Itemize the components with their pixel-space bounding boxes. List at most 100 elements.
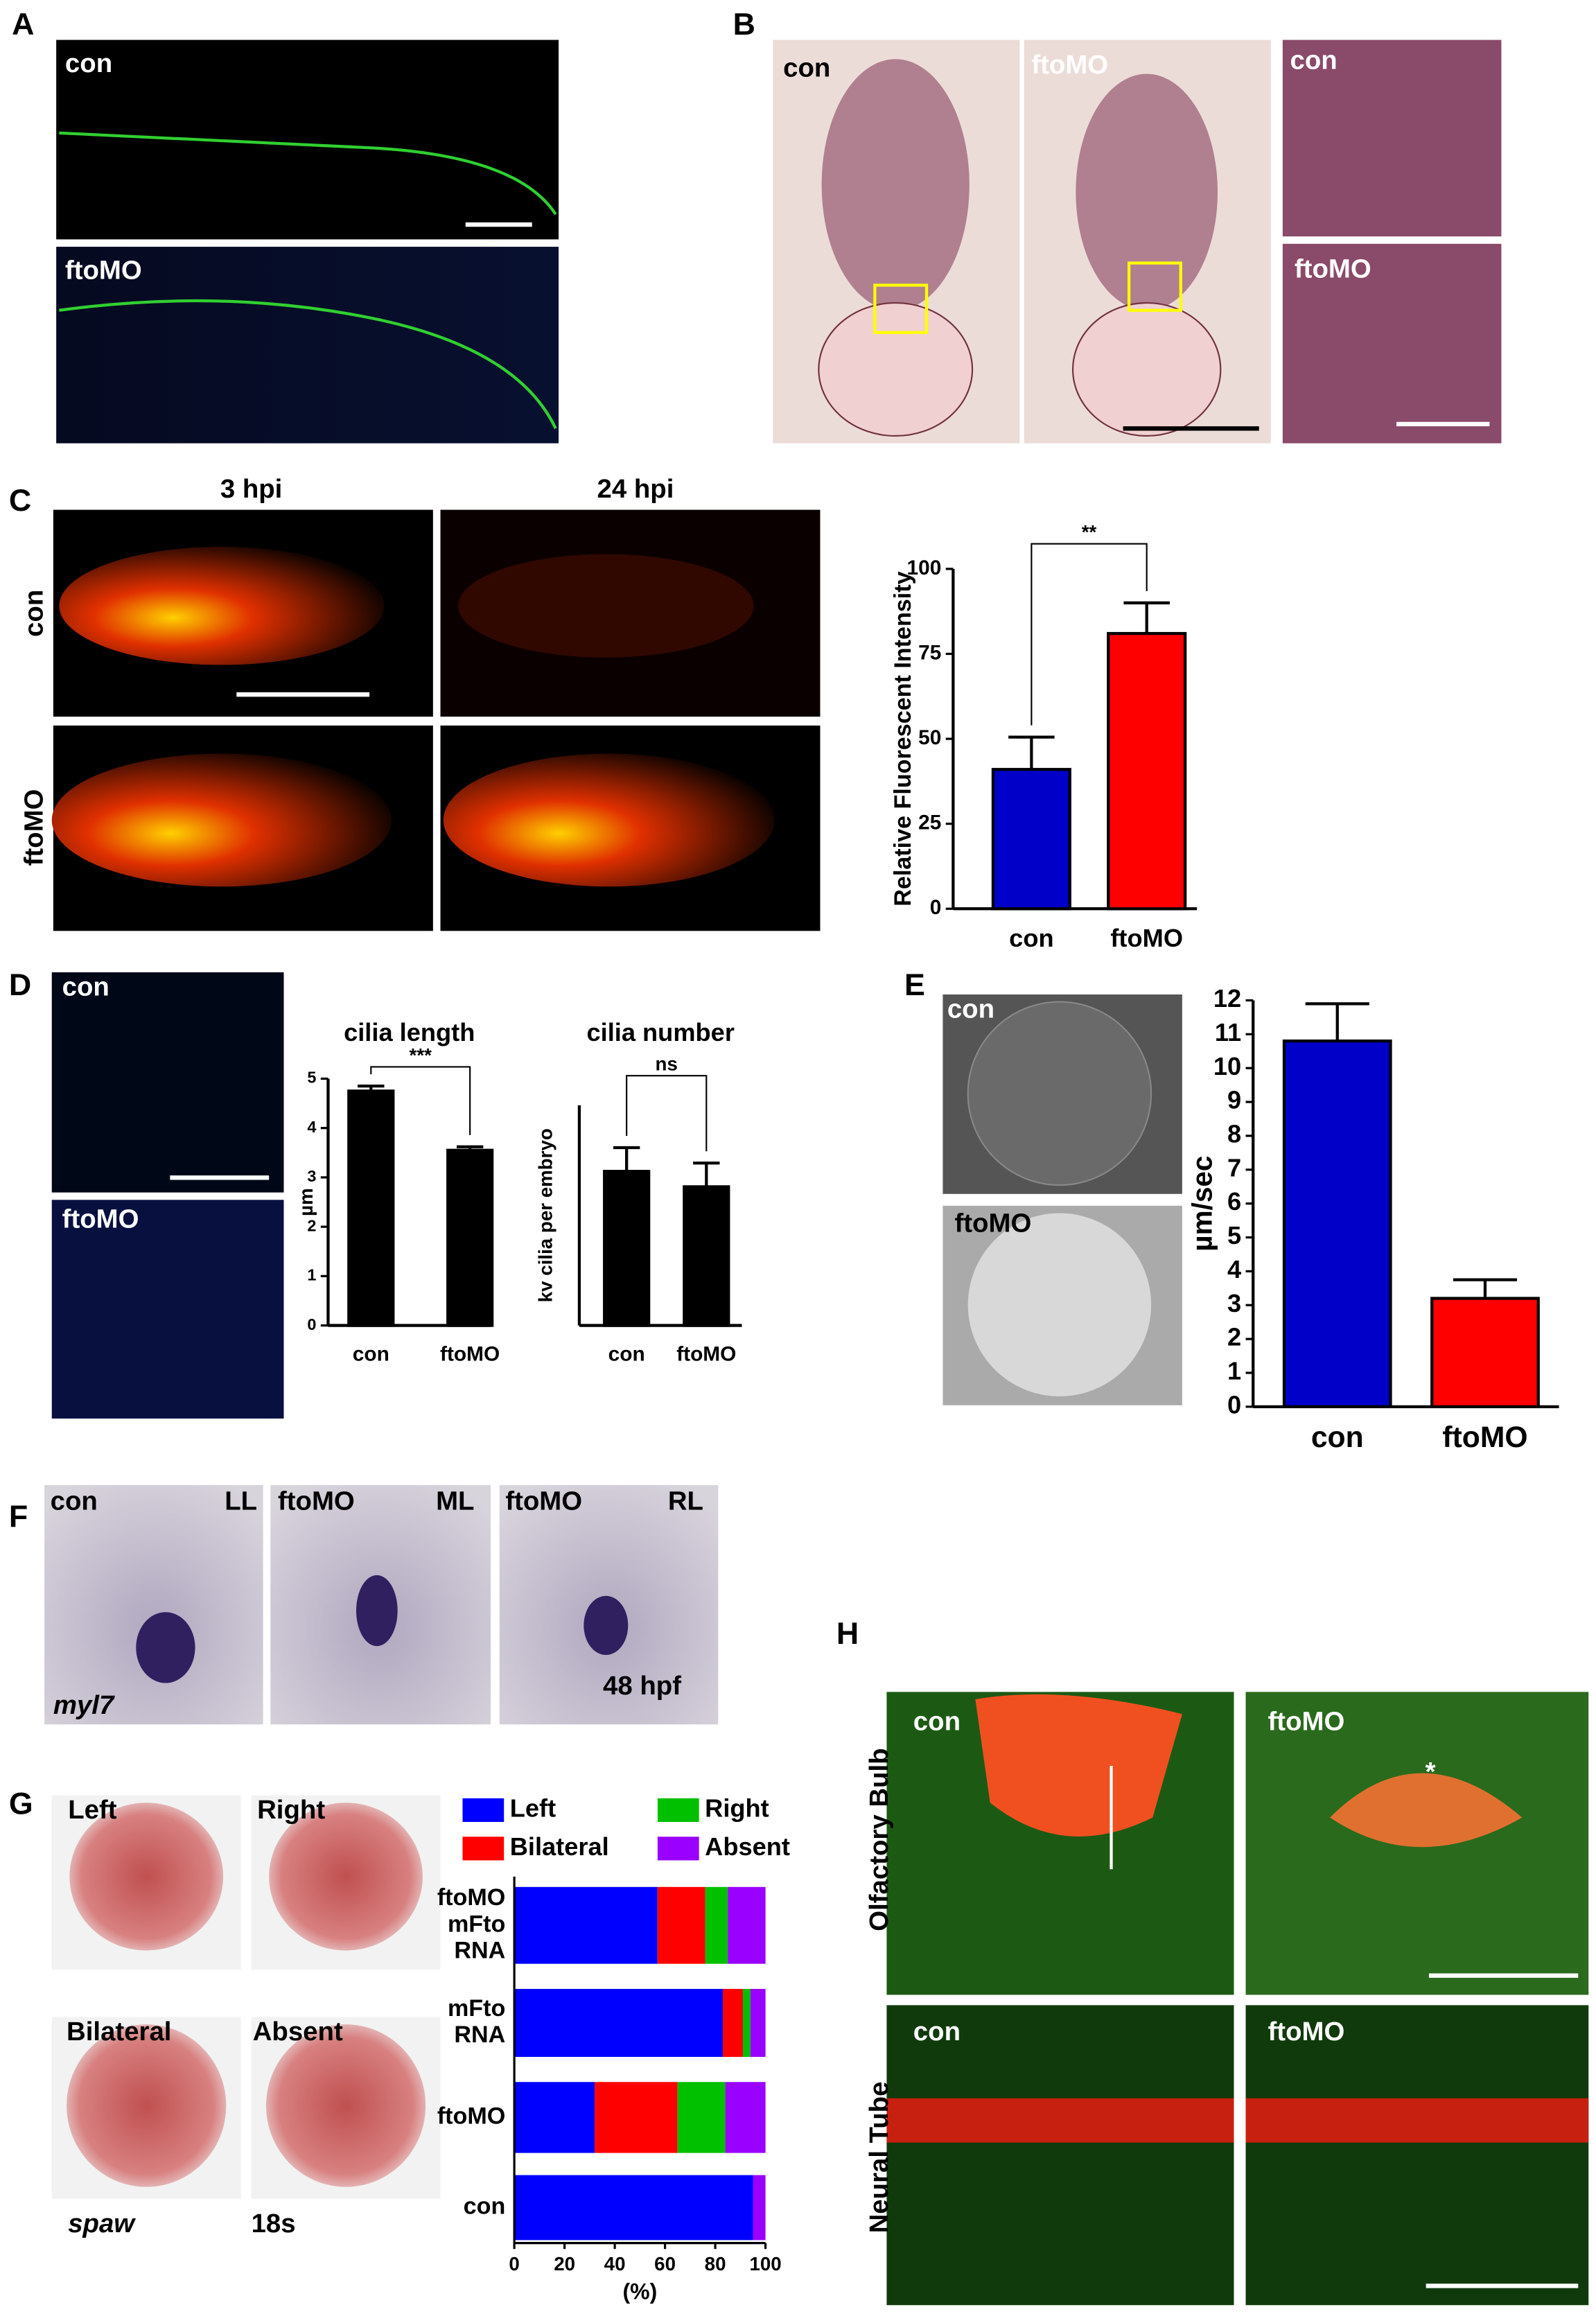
image-label: ftoMO: [62, 1204, 139, 1234]
image: [1282, 40, 1502, 237]
image-detail: [1245, 2098, 1589, 2143]
bar-segment: [753, 2175, 766, 2241]
image: [51, 1200, 284, 1419]
image-label: ML: [436, 1487, 474, 1516]
image-detail: [458, 554, 754, 658]
image-label: Absent: [253, 2017, 343, 2046]
image-label: Right: [257, 1795, 325, 1825]
row-label: ftoMO: [19, 789, 49, 866]
y-tick-label: 4: [307, 1118, 316, 1136]
bar: [347, 1089, 395, 1327]
image-detail: [51, 753, 392, 887]
legend-label: Absent: [705, 1832, 790, 1861]
legend-swatch: [462, 1798, 505, 1822]
x-tick-label: 100: [749, 2253, 781, 2274]
x-tick-label: con: [1311, 1421, 1364, 1454]
image-detail: [967, 1001, 1152, 1186]
panel-label: E: [904, 967, 925, 1002]
image-detail: [59, 546, 385, 665]
y-tick-label: 11: [1215, 1018, 1241, 1046]
x-tick-label: 60: [654, 2253, 676, 2274]
y-tick-label: con: [464, 2193, 506, 2219]
y-axis-label: µm: [295, 1188, 317, 1216]
bar-segment: [514, 2175, 753, 2241]
bar: [1282, 1039, 1392, 1408]
y-tick-label: RNA: [454, 1938, 505, 1964]
significance-label: ***: [410, 1044, 432, 1066]
y-tick-label: 8: [1227, 1120, 1241, 1148]
inset-box: [873, 283, 929, 334]
image-text: con ftoMO con ftoMO con ftoMO 3 hpi 24 h…: [19, 46, 1435, 2239]
image-label: LL: [225, 1487, 257, 1516]
image-label: 18s: [252, 2209, 296, 2238]
image: [51, 972, 284, 1193]
bar-segment: [722, 1988, 743, 2057]
y-tick-label: 1: [307, 1266, 316, 1284]
legend-label: Bilateral: [510, 1832, 609, 1861]
image-detail: [265, 2024, 426, 2187]
y-tick-label: 2: [307, 1216, 316, 1234]
image-label: ftoMO: [1268, 1706, 1345, 1736]
bar-segment: [595, 2082, 678, 2153]
y-tick-label: 50: [918, 726, 941, 749]
row-label: Neural Tube: [864, 2082, 894, 2234]
image-label: Left: [68, 1795, 117, 1825]
image-label: ftoMO: [1268, 2017, 1345, 2046]
significance-bracket: [626, 1075, 708, 1152]
image-detail: [818, 302, 974, 437]
y-tick-label: mFto: [448, 1911, 505, 1937]
x-tick-label: 20: [554, 2253, 575, 2274]
panel-label: C: [9, 483, 31, 518]
x-tick-label: ftoMO: [440, 1343, 500, 1366]
image-detail: [136, 1612, 195, 1683]
bar-segment: [514, 2082, 595, 2153]
image-label: con: [947, 994, 994, 1024]
image: [886, 2005, 1234, 2306]
image-detail: [1076, 73, 1218, 310]
image-label: con: [62, 972, 109, 1002]
y-tick-label: mFto: [448, 1995, 505, 2022]
significance-label: **: [1082, 521, 1097, 543]
y-axis-label: kv cilia per embryo: [534, 1128, 556, 1302]
row-label: Olfactory Bulb: [864, 1748, 894, 1931]
image-detail: [821, 59, 970, 310]
legend-label: Right: [705, 1794, 769, 1823]
image-label: 48 hpf: [603, 1671, 681, 1701]
image-detail: [269, 1803, 423, 1951]
image-detail: [967, 1213, 1152, 1396]
panel-label: A: [12, 7, 34, 42]
image-label: myl7: [53, 1690, 115, 1720]
image-label: con: [783, 53, 830, 82]
y-axis-label: Relative Fluorescent Intensity: [890, 571, 916, 906]
image-label: con: [1290, 46, 1338, 76]
image-label: spaw: [68, 2209, 136, 2238]
image-label: ftoMO: [1031, 50, 1108, 80]
image: [44, 1484, 263, 1725]
legend-swatch: [462, 1837, 505, 1861]
image-detail: [975, 1694, 1182, 1837]
y-tick-label: 75: [918, 641, 941, 664]
significance-label: ns: [656, 1053, 678, 1075]
x-tick-label: ftoMO: [1110, 924, 1183, 952]
x-tick-label: con: [608, 1343, 645, 1366]
panel-label: D: [9, 967, 31, 1002]
image-detail: [59, 299, 557, 430]
bar: [1430, 1297, 1540, 1408]
inset-box: [1127, 261, 1182, 312]
y-tick-label: 25: [918, 812, 941, 834]
image-label: ftoMO: [1295, 254, 1371, 283]
y-tick-label: 5: [1227, 1221, 1241, 1250]
bar-segment: [742, 1988, 751, 2057]
panel-labels: A B C D E F G H: [9, 7, 925, 1821]
bar-segment: [725, 2082, 766, 2153]
image: [1282, 243, 1502, 444]
y-tick-label: ftoMO: [437, 1884, 506, 1911]
bar: [683, 1185, 730, 1327]
image-label: RL: [668, 1487, 703, 1516]
x-tick-label: con: [353, 1343, 389, 1366]
bar-segment: [514, 1988, 723, 2057]
bar-segment: [657, 1886, 705, 1964]
image-detail: [1330, 1773, 1523, 1848]
image-label: ftoMO: [505, 1487, 582, 1516]
x-axis-label: (%): [622, 2279, 657, 2304]
